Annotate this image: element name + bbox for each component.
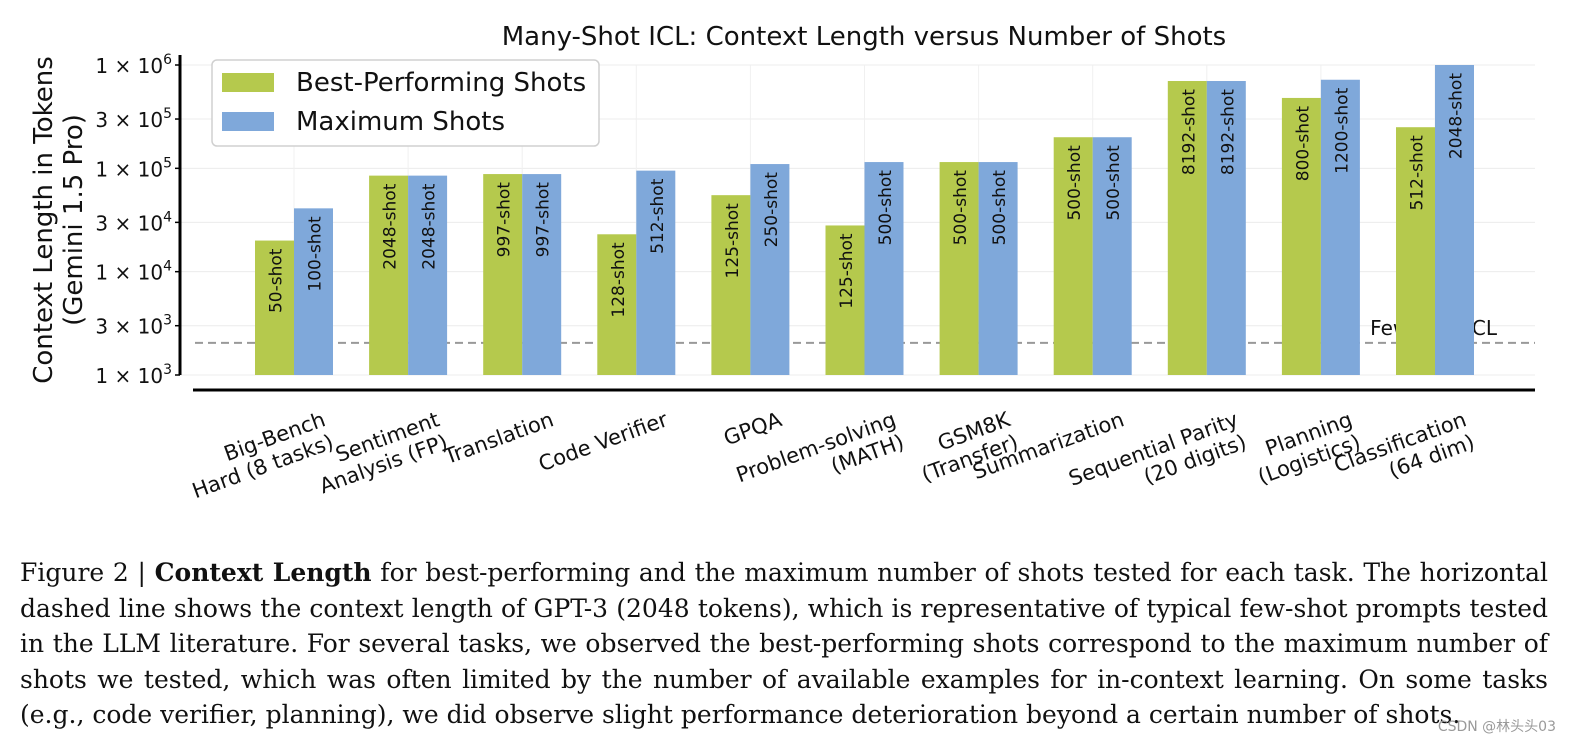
bar-label: 128-shot <box>609 242 629 318</box>
y-tick-label: 1 × 106 <box>95 52 172 78</box>
y-tick-label: 3 × 104 <box>95 209 172 235</box>
legend-label: Maximum Shots <box>296 107 505 137</box>
bar-best-performing <box>1281 97 1321 375</box>
y-axis-label: Context Length in Tokens (Gemini 1.5 Pro) <box>29 56 89 384</box>
bar-label: 8192-shot <box>1179 89 1199 175</box>
bar-maximum <box>408 175 448 375</box>
bar-label: 997-shot <box>534 182 554 258</box>
x-tick-label: Planning(Logistics) <box>1255 407 1364 489</box>
y-tick-label: 3 × 105 <box>95 106 172 132</box>
y-ticks: 1 × 103 3 × 103 1 × 104 3 × 104 1 × 105 3 × 1… <box>95 52 180 388</box>
caption-text: for best-performing and the maximum numb… <box>20 558 1548 729</box>
chart-title: Many-Shot ICL: Context Length versus Num… <box>502 22 1226 52</box>
bar-maximum <box>864 162 904 375</box>
x-tick-label-line: GPQA <box>720 407 785 450</box>
bar-label: 100-shot <box>306 216 326 292</box>
bar-maximum <box>294 208 333 375</box>
bar-label: 800-shot <box>1293 106 1313 182</box>
bar-label: 500-shot <box>876 170 896 246</box>
caption-bold: Context Length <box>154 558 372 587</box>
bar-label: 500-shot <box>1104 145 1124 221</box>
bar-maximum <box>750 164 790 375</box>
legend-label: Best-Performing Shots <box>296 68 586 98</box>
x-tick-label: Code Verifier <box>535 407 671 476</box>
x-tick-label: Classification(64 dim) <box>1331 407 1478 483</box>
caption-prefix: Figure 2 | <box>20 558 155 587</box>
bar-label: 2048-shot <box>420 183 440 269</box>
legend-box <box>211 59 600 147</box>
x-tick-label: GPQA <box>720 407 785 450</box>
bars <box>255 65 1474 376</box>
bar-label: 500-shot <box>990 170 1010 246</box>
bar-best-performing <box>597 234 637 375</box>
axes <box>178 55 1535 392</box>
bar-label: 50-shot <box>267 248 287 313</box>
bar-label: 1200-shot <box>1332 87 1352 173</box>
bar-label: 500-shot <box>951 170 971 246</box>
bar-maximum <box>978 162 1018 375</box>
bar-best-performing <box>483 174 523 375</box>
bar-labels: 50-shot 2048-shot 997-shot 128-shot 125-shot… <box>267 73 1467 318</box>
bar-label: 2048-shot <box>1447 73 1467 159</box>
bar-maximum <box>636 170 676 375</box>
bar-best-performing <box>711 195 751 375</box>
bar-maximum <box>1206 81 1246 376</box>
y-axis-label-line: Context Length in Tokens <box>29 56 59 384</box>
bar-maximum <box>1435 65 1474 375</box>
bar-label: 997-shot <box>495 182 515 258</box>
legend-swatch <box>222 112 274 131</box>
y-tick-label: 3 × 103 <box>95 313 172 339</box>
bar-label: 512-shot <box>648 178 668 254</box>
bar-best-performing <box>1167 81 1207 376</box>
y-tick-label: 1 × 103 <box>95 362 172 388</box>
x-tick-label: GSM8K(Transfer) <box>918 407 1021 487</box>
bar-maximum <box>1092 137 1132 375</box>
y-axis-label-text: Context Length in Tokens (Gemini 1.5 Pro) <box>29 56 89 384</box>
bar-maximum <box>522 174 562 375</box>
bar-best-performing <box>369 175 409 375</box>
chart: Few-shot ICL 50-shot2048-shot997-shot128… <box>29 22 1535 503</box>
bar-label: 512-shot <box>1408 135 1428 211</box>
figure-caption: Figure 2 | Context Length for best-perfo… <box>20 555 1548 733</box>
y-tick-label: 1 × 104 <box>95 259 172 285</box>
bar-best-performing <box>825 225 865 375</box>
bar-label: 500-shot <box>1065 145 1085 221</box>
y-axis-label-line: (Gemini 1.5 Pro) <box>59 114 89 326</box>
bar-best-performing <box>1053 137 1093 375</box>
bar-best-performing <box>1396 127 1435 376</box>
bar-label: 2048-shot <box>381 183 401 269</box>
y-tick-label: 1 × 105 <box>95 155 172 181</box>
bar-maximum <box>1320 79 1360 375</box>
bar-label: 8192-shot <box>1218 89 1238 175</box>
bar-best-performing <box>255 240 294 375</box>
legend: Best-Performing Shots Maximum Shots <box>211 59 600 147</box>
bar-label: 250-shot <box>762 172 782 248</box>
bar-label: 125-shot <box>837 233 857 309</box>
bar-label: 125-shot <box>723 203 743 279</box>
x-tick-label-line: Code Verifier <box>535 407 671 476</box>
legend-swatch <box>222 73 274 92</box>
watermark: CSDN @林头头03 <box>1437 719 1556 735</box>
bar-best-performing <box>939 162 979 375</box>
